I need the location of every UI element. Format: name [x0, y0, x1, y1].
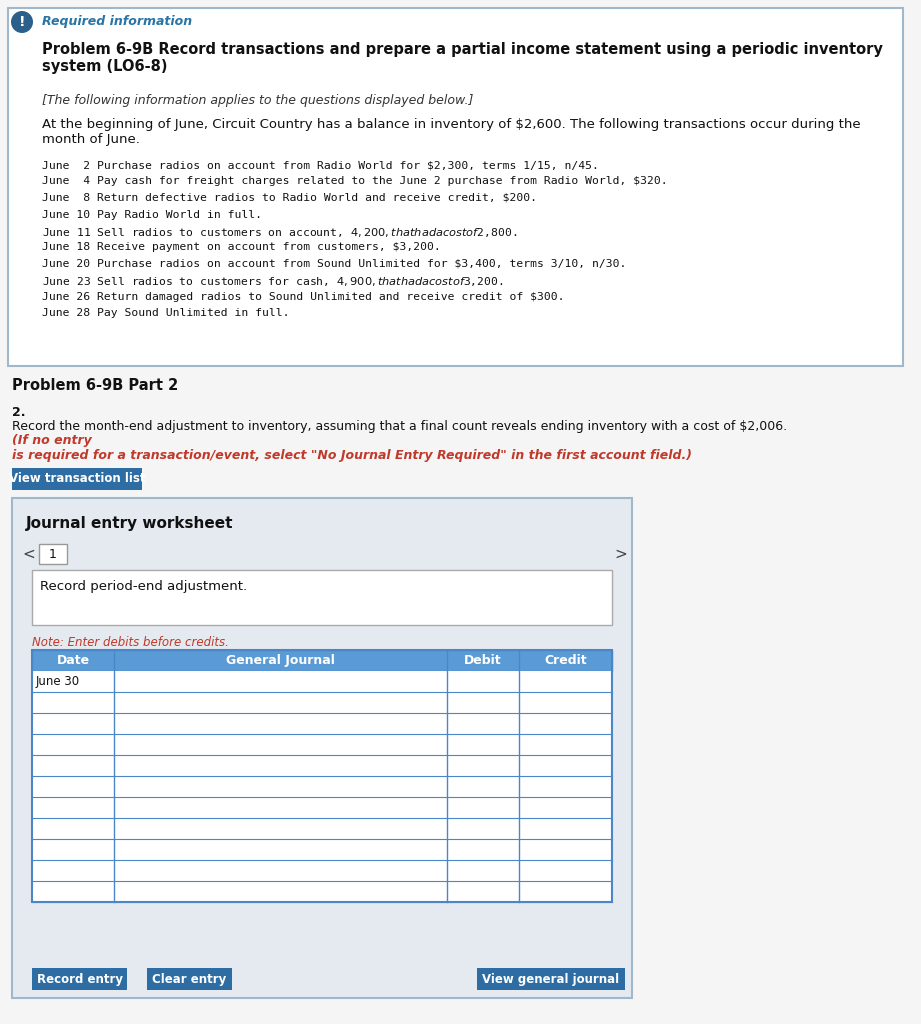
Bar: [32, 881, 612, 902]
Bar: [12, 498, 632, 998]
Text: June  8 Return defective radios to Radio World and receive credit, $200.: June 8 Return defective radios to Radio …: [42, 193, 537, 203]
Text: June 28 Pay Sound Unlimited in full.: June 28 Pay Sound Unlimited in full.: [42, 308, 289, 318]
Text: June 26 Return damaged radios to Sound Unlimited and receive credit of $300.: June 26 Return damaged radios to Sound U…: [42, 292, 565, 302]
Bar: [32, 734, 612, 755]
Bar: [32, 692, 612, 713]
Bar: [32, 650, 612, 671]
Text: June 11 Sell radios to customers on account, $4,200, that had a cost of $2,800.: June 11 Sell radios to customers on acco…: [42, 226, 518, 239]
Text: Problem 6-9B Part 2: Problem 6-9B Part 2: [12, 378, 179, 393]
Text: At the beginning of June, Circuit Country has a balance in inventory of $2,600. : At the beginning of June, Circuit Countr…: [42, 118, 860, 146]
Bar: [147, 968, 232, 990]
Bar: [32, 860, 612, 881]
Text: >: >: [614, 547, 627, 561]
Bar: [32, 650, 612, 902]
Text: View transaction list: View transaction list: [9, 472, 146, 485]
Text: 1: 1: [49, 548, 57, 560]
Text: Problem 6-9B Record transactions and prepare a partial income statement using a : Problem 6-9B Record transactions and pre…: [42, 42, 883, 75]
Bar: [32, 797, 612, 818]
Text: June 23 Sell radios to customers for cash, $4,900, that had a cost of $3,200.: June 23 Sell radios to customers for cas…: [42, 275, 504, 289]
Text: June 18 Receive payment on account from customers, $3,200.: June 18 Receive payment on account from …: [42, 243, 441, 253]
Text: <: <: [22, 547, 35, 561]
Text: Record the month-end adjustment to inventory, assuming that a final count reveal: Record the month-end adjustment to inven…: [12, 420, 791, 433]
Circle shape: [11, 11, 33, 33]
Bar: [32, 755, 612, 776]
Text: Record entry: Record entry: [37, 973, 122, 985]
Bar: [32, 671, 612, 692]
Bar: [39, 544, 67, 564]
Text: (If no entry
is required for a transaction/event, select "No Journal Entry Requi: (If no entry is required for a transacti…: [12, 434, 692, 462]
Text: !: !: [18, 15, 25, 29]
Text: View general journal: View general journal: [483, 973, 620, 985]
Bar: [32, 968, 127, 990]
Text: June 20 Purchase radios on account from Sound Unlimited for $3,400, terms 3/10, : June 20 Purchase radios on account from …: [42, 259, 626, 269]
Bar: [12, 468, 142, 490]
Text: June 30: June 30: [36, 675, 80, 688]
Text: June  4 Pay cash for freight charges related to the June 2 purchase from Radio W: June 4 Pay cash for freight charges rela…: [42, 176, 668, 186]
Text: Record period-end adjustment.: Record period-end adjustment.: [40, 580, 247, 593]
Text: 2.: 2.: [12, 406, 26, 419]
Bar: [32, 776, 612, 797]
Bar: [477, 968, 625, 990]
Text: Required information: Required information: [42, 15, 192, 29]
Text: Debit: Debit: [464, 654, 502, 667]
Text: General Journal: General Journal: [226, 654, 335, 667]
Text: June  2 Purchase radios on account from Radio World for $2,300, terms 1/15, n/45: June 2 Purchase radios on account from R…: [42, 160, 599, 170]
Text: Note: Enter debits before credits.: Note: Enter debits before credits.: [32, 636, 229, 649]
Text: [The following information applies to the questions displayed below.]: [The following information applies to th…: [42, 94, 473, 106]
Bar: [32, 713, 612, 734]
Text: Clear entry: Clear entry: [152, 973, 227, 985]
Bar: [32, 818, 612, 839]
Text: Date: Date: [56, 654, 89, 667]
Bar: [32, 570, 612, 625]
Text: Credit: Credit: [544, 654, 587, 667]
Bar: [8, 8, 903, 366]
Text: Journal entry worksheet: Journal entry worksheet: [26, 516, 234, 531]
Text: June 10 Pay Radio World in full.: June 10 Pay Radio World in full.: [42, 210, 262, 219]
Bar: [32, 839, 612, 860]
